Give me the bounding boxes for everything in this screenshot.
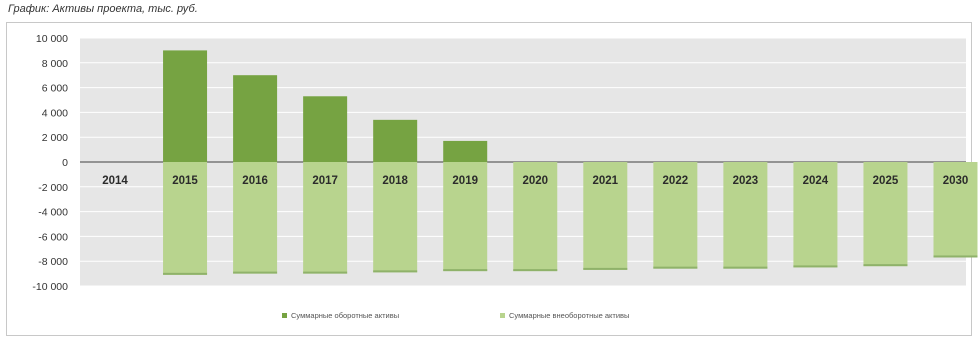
- bar-noncurrent-assets: [233, 162, 278, 274]
- x-tick-label: 2024: [803, 175, 829, 187]
- bar-current-assets: [163, 50, 208, 162]
- bar-noncurrent-assets: [863, 162, 908, 267]
- bars-group: [163, 50, 978, 275]
- legend-label: Суммарные внеоборотные активы: [509, 311, 629, 320]
- bar-edge: [233, 271, 278, 274]
- y-tick-label: 8 000: [42, 58, 68, 70]
- bar-noncurrent-assets: [793, 162, 838, 268]
- legend-swatch: [282, 313, 287, 318]
- y-tick-label: 10 000: [36, 33, 68, 45]
- y-tick-label: -6 000: [38, 231, 68, 243]
- x-tick-label: 2022: [663, 175, 689, 187]
- bar-noncurrent-assets: [163, 162, 208, 275]
- x-tick-label: 2018: [382, 175, 408, 187]
- chart-title: График: Активы проекта, тыс. руб.: [8, 3, 198, 15]
- y-tick-label: 0: [62, 157, 68, 169]
- bar-edge: [933, 255, 978, 258]
- x-tick-label: 2017: [312, 175, 338, 187]
- bar-edge: [443, 269, 488, 272]
- x-tick-label: 2030: [943, 175, 969, 187]
- bar-edge: [513, 269, 558, 272]
- y-tick-label: 6 000: [42, 83, 68, 95]
- x-tick-label: 2021: [592, 175, 618, 187]
- bar-current-assets: [233, 75, 278, 162]
- y-tick-label: -4 000: [38, 207, 68, 219]
- bar-noncurrent-assets: [583, 162, 628, 270]
- bar-current-assets: [373, 119, 418, 162]
- bar-edge: [653, 266, 698, 269]
- bar-edge: [723, 266, 768, 269]
- labels-group: 10 000 8 000 6 000 4 000 2 000 0 -2 000 -4 000 -…: [32, 33, 968, 293]
- x-tick-label: 2014: [102, 175, 128, 187]
- legend: Суммарные оборотные активы Суммарные внео…: [282, 311, 629, 320]
- x-tick-label: 2019: [452, 175, 478, 187]
- bar-edge: [863, 264, 908, 267]
- x-tick-label: 2016: [242, 175, 268, 187]
- y-tick-label: -2 000: [38, 182, 68, 194]
- y-tick-label: -8 000: [38, 256, 68, 268]
- bar-noncurrent-assets: [373, 162, 418, 273]
- bar-edge: [303, 271, 348, 274]
- bar-noncurrent-assets: [653, 162, 698, 269]
- bar-noncurrent-assets: [303, 162, 348, 274]
- bar-edge: [793, 265, 838, 268]
- bar-noncurrent-assets: [933, 162, 978, 258]
- legend-swatch: [500, 313, 505, 318]
- x-tick-label: 2020: [522, 175, 548, 187]
- bar-noncurrent-assets: [513, 162, 558, 272]
- bar-edge: [373, 270, 418, 273]
- x-tick-label: 2015: [172, 175, 198, 187]
- legend-label: Суммарные оборотные активы: [291, 311, 399, 320]
- bar-current-assets: [443, 140, 488, 162]
- bar-edge: [163, 272, 208, 275]
- x-tick-label: 2023: [733, 175, 759, 187]
- bar-current-assets: [303, 96, 348, 162]
- y-tick-label: 2 000: [42, 132, 68, 144]
- bar-noncurrent-assets: [723, 162, 768, 269]
- x-tick-label: 2025: [873, 175, 899, 187]
- y-tick-label: -10 000: [32, 281, 68, 293]
- y-tick-label: 4 000: [42, 107, 68, 119]
- bar-noncurrent-assets: [443, 162, 488, 272]
- bar-edge: [583, 267, 628, 270]
